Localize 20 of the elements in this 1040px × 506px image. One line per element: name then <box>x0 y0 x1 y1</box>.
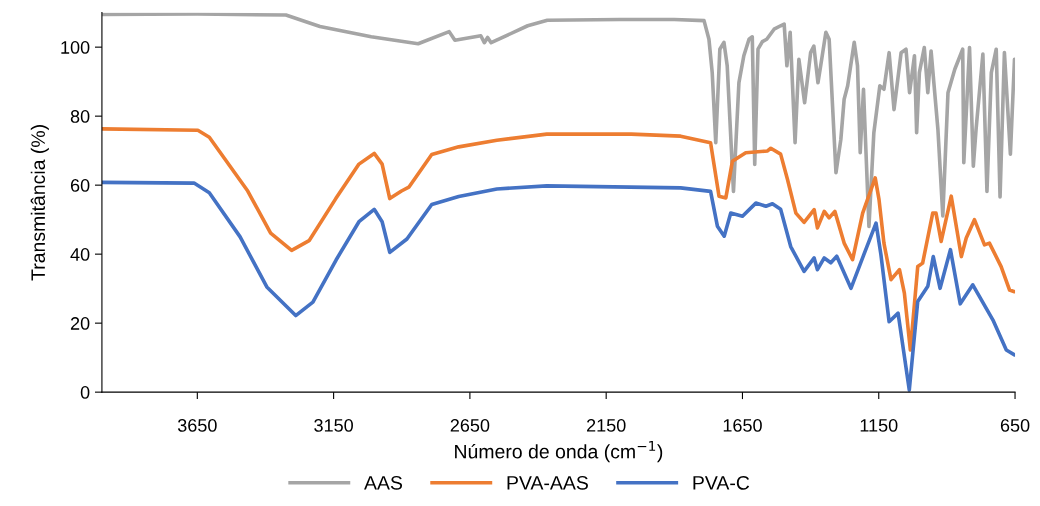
legend-label: PVA-C <box>693 475 750 490</box>
x-tick-label: 3150 <box>314 419 353 432</box>
x-tick-label: 3650 <box>177 419 217 432</box>
y-tick-label: 80 <box>70 110 90 123</box>
x-tick-label: 2150 <box>587 419 626 432</box>
line-series <box>101 12 1016 229</box>
line-series <box>101 127 1016 352</box>
y-tick-label: 40 <box>70 248 90 261</box>
x-tick-label: 1150 <box>860 419 898 432</box>
x-tick-label: 2650 <box>450 419 490 432</box>
legend-label: AAS <box>364 475 403 490</box>
x-axis-title: Número de onda (cm$^{−1}$) <box>455 440 663 463</box>
legend-label: PVA-AAS <box>507 475 588 490</box>
y-tick-label: 20 <box>70 317 90 330</box>
x-tick-label: 1650 <box>723 419 762 432</box>
y-axis-title: Transmitância (%) <box>30 125 49 281</box>
x-tick-label: 650 <box>1000 419 1030 432</box>
y-tick-label: 100 <box>61 41 90 54</box>
y-tick-label: 60 <box>70 179 90 192</box>
y-tick-label: 0 <box>80 386 90 399</box>
